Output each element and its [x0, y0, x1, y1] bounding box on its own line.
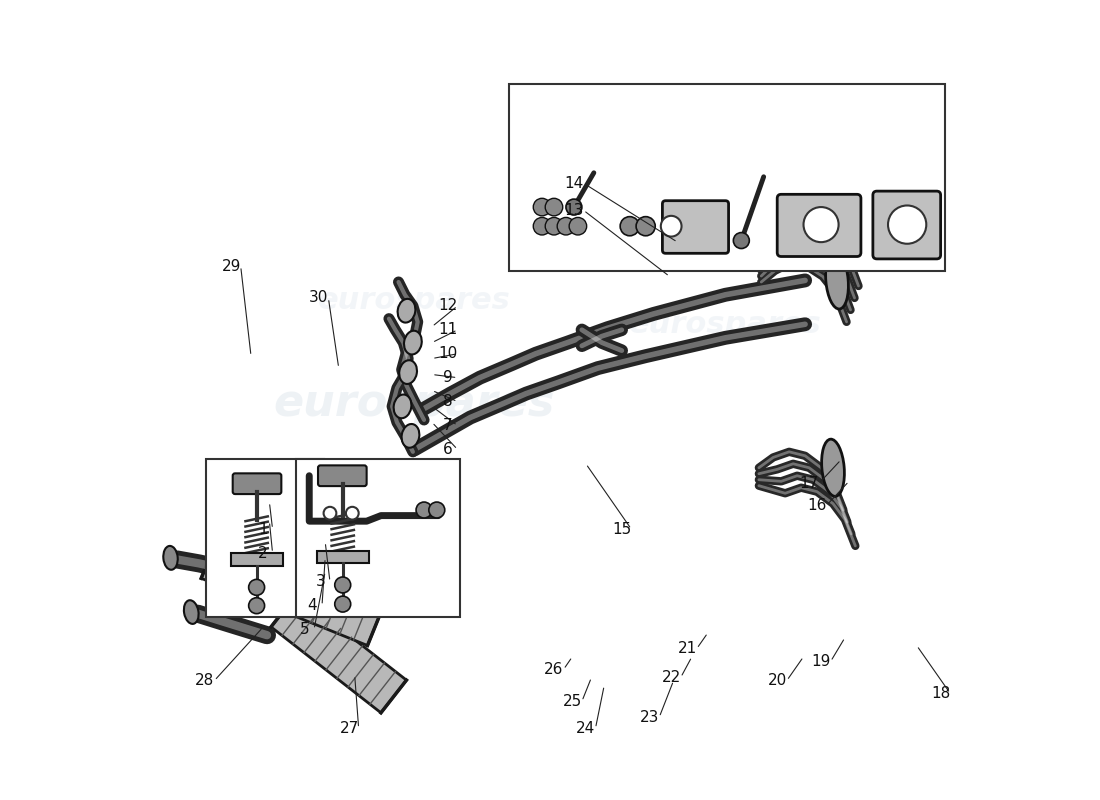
Text: 30: 30 — [309, 290, 329, 306]
Text: eurospares: eurospares — [274, 382, 556, 426]
Text: 4: 4 — [308, 598, 317, 613]
Ellipse shape — [163, 546, 178, 570]
Text: 12: 12 — [438, 298, 458, 314]
Bar — [271, 594, 407, 713]
FancyBboxPatch shape — [873, 191, 940, 259]
Ellipse shape — [404, 330, 421, 354]
Circle shape — [334, 577, 351, 593]
Text: 26: 26 — [544, 662, 563, 677]
Text: 27: 27 — [340, 721, 359, 736]
Text: 10: 10 — [438, 346, 458, 362]
Text: 19: 19 — [812, 654, 830, 669]
Text: 24: 24 — [576, 721, 595, 736]
Text: 25: 25 — [563, 694, 582, 709]
Bar — [317, 550, 368, 563]
Circle shape — [546, 198, 563, 216]
Circle shape — [249, 598, 265, 614]
Circle shape — [249, 579, 265, 595]
Text: eurospares: eurospares — [318, 286, 510, 315]
Ellipse shape — [402, 424, 419, 448]
Bar — [231, 553, 283, 566]
Text: eurospares: eurospares — [638, 206, 813, 234]
Circle shape — [345, 507, 359, 519]
Ellipse shape — [822, 439, 845, 496]
Ellipse shape — [397, 299, 416, 322]
Text: 9: 9 — [443, 370, 453, 385]
Text: 23: 23 — [640, 710, 659, 725]
Text: 2: 2 — [258, 546, 267, 561]
Text: 1: 1 — [258, 522, 267, 537]
Ellipse shape — [399, 360, 417, 384]
Text: 11: 11 — [438, 322, 458, 338]
Circle shape — [565, 199, 582, 215]
Circle shape — [569, 218, 586, 235]
Text: 6: 6 — [443, 442, 453, 457]
FancyBboxPatch shape — [778, 194, 861, 257]
Ellipse shape — [394, 394, 411, 418]
Circle shape — [534, 218, 551, 235]
Circle shape — [334, 596, 351, 612]
Circle shape — [620, 217, 639, 236]
Text: 29: 29 — [221, 258, 241, 274]
Circle shape — [323, 507, 337, 519]
Circle shape — [558, 218, 574, 235]
Text: 14: 14 — [564, 176, 583, 190]
Ellipse shape — [826, 252, 848, 309]
Circle shape — [734, 233, 749, 249]
Ellipse shape — [184, 600, 199, 624]
Text: 15: 15 — [612, 522, 631, 537]
Text: 3: 3 — [316, 574, 326, 590]
FancyBboxPatch shape — [662, 201, 728, 254]
Text: 5: 5 — [299, 622, 309, 637]
Bar — [201, 534, 385, 646]
Circle shape — [888, 206, 926, 244]
Bar — [206, 459, 323, 617]
FancyBboxPatch shape — [318, 466, 366, 486]
Text: 20: 20 — [768, 673, 786, 688]
Text: 7: 7 — [443, 418, 453, 433]
Bar — [297, 459, 460, 617]
Text: 28: 28 — [195, 673, 214, 688]
Circle shape — [429, 502, 444, 518]
FancyBboxPatch shape — [233, 474, 282, 494]
Circle shape — [416, 502, 432, 518]
Text: 22: 22 — [661, 670, 681, 685]
Circle shape — [546, 218, 563, 235]
Circle shape — [661, 216, 682, 237]
Text: 21: 21 — [678, 642, 696, 656]
Circle shape — [803, 207, 838, 242]
Text: 8: 8 — [443, 394, 453, 409]
Circle shape — [534, 198, 551, 216]
Text: eurospares: eurospares — [629, 310, 822, 338]
Bar — [508, 83, 945, 271]
Text: 17: 17 — [800, 476, 818, 491]
Text: 16: 16 — [807, 498, 827, 513]
Text: 13: 13 — [564, 202, 584, 218]
Circle shape — [636, 217, 656, 236]
Text: 18: 18 — [931, 686, 950, 701]
